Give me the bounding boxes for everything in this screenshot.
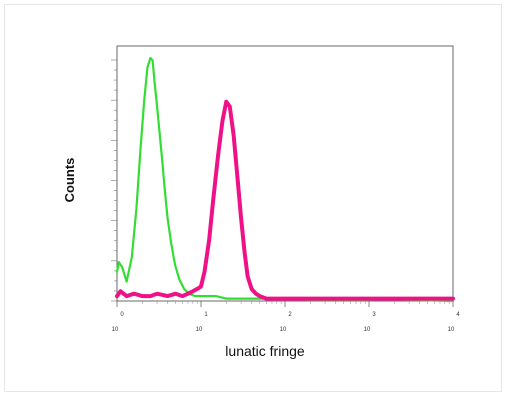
x-tick-label: 10: [112, 327, 119, 333]
x-tick-label: 10: [364, 327, 371, 333]
x-tick-exponent: 0: [120, 312, 124, 318]
series-curves: [115, 56, 455, 303]
series-line-2: [115, 99, 455, 301]
x-tick-exponent: 4: [456, 312, 460, 318]
plot-area-border: [116, 45, 454, 302]
chart-frame: [4, 4, 502, 392]
x-tick-label: 10: [280, 327, 287, 333]
x-axis-label: lunatic fringe: [225, 343, 305, 359]
x-tick-exponent: 2: [288, 312, 292, 318]
series-line-1: [115, 56, 455, 303]
x-tick-label: 10: [196, 327, 203, 333]
x-tick-exponent: 3: [372, 312, 376, 318]
x-ticks: 10 0 10 1 10 2 10 3 10 4: [112, 301, 460, 333]
x-tick-label: 10: [448, 327, 455, 333]
x-tick-exponent: 1: [204, 312, 208, 318]
y-axis-label: Counts: [62, 158, 77, 203]
